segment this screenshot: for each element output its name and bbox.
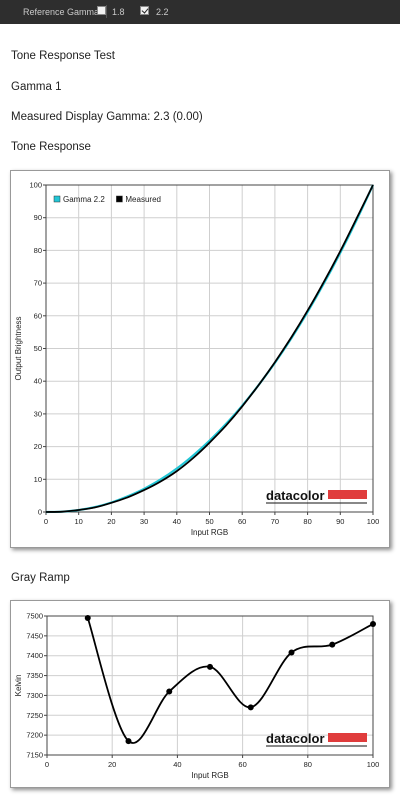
x-tick-label: 20 [107,517,115,526]
y-tick-label: 7350 [26,671,43,680]
datacolor-logo-bar [328,490,367,499]
gamma-1-8-label[interactable]: 1.8 [112,7,125,17]
datacolor-logo-bar [328,733,367,742]
data-point [166,688,173,695]
reference-gamma-label: Reference Gamma: [23,7,102,17]
y-tick-label: 10 [34,475,42,484]
data-point [288,649,295,656]
legend-swatch-1 [53,195,61,203]
series-line-2 [45,184,374,513]
gamma-name: Gamma 1 [11,81,62,93]
y-tick-label: 50 [34,344,42,353]
x-tick-label: 40 [173,760,181,769]
x-tick-label: 100 [367,760,380,769]
datacolor-logo: datacolor [266,731,325,746]
x-tick-label: 0 [44,517,48,526]
tone-response-heading: Tone Response [11,141,91,153]
x-tick-label: 80 [303,517,311,526]
y-tick-label: 90 [34,213,42,222]
x-tick-label: 0 [45,760,49,769]
y-tick-label: 60 [34,311,42,320]
y-tick-label: 80 [34,246,42,255]
x-tick-label: 10 [75,517,83,526]
test-title: Tone Response Test [11,50,115,62]
series-line-1 [86,617,374,744]
y-axis-label: Kelvin [14,675,23,697]
gray-ramp-chart: 0 20 40 60 80 100 7150 7200 7250 7300 7350 7400 7450… [14,612,380,781]
x-tick-label: 30 [140,517,148,526]
gamma-2-2-label[interactable]: 2.2 [156,7,169,17]
data-point [329,641,336,648]
y-tick-label: 20 [34,442,42,451]
x-tick-label: 90 [336,517,344,526]
y-tick-label: 7500 [26,612,43,621]
gray-ramp-panel: 0 20 40 60 80 100 7150 7200 7250 7300 7350 7400 7450… [10,600,390,788]
y-tick-label: 0 [38,508,42,517]
x-tick-label: 70 [271,517,279,526]
data-point [207,663,213,670]
gray-ramp-heading: Gray Ramp [11,572,70,584]
x-tick-label: 40 [173,517,181,526]
x-tick-label: 80 [304,760,312,769]
y-tick-label: 40 [34,377,42,386]
y-tick-label: 7400 [26,651,43,660]
tone-response-panel: 0 10 20 30 40 50 60 70 80 90 100 0 10 20 30 40 50 60 70 80 9… [10,170,390,548]
measured-gamma-text: Measured Display Gamma: 2.3 (0.00) [11,111,203,123]
legend-swatch-2 [116,195,123,203]
x-axis-label: Input RGB [191,771,228,780]
legend-label-2: Measured [125,195,161,204]
x-axis-label: Input RGB [191,528,228,537]
data-point [370,620,376,627]
data-point [84,614,91,621]
toolbar-divider [106,5,107,18]
y-axis-label: Output Brightness [14,316,23,380]
plot-frame [46,615,374,756]
data-point [247,704,254,711]
legend-label-1: Gamma 2.2 [63,195,105,204]
x-tick-label: 60 [238,517,246,526]
y-tick-label: 7450 [26,631,43,640]
x-tick-label: 50 [205,517,213,526]
x-tick-label: 100 [367,517,380,526]
y-tick-label: 7250 [26,711,43,720]
y-tick-label: 30 [34,409,42,418]
y-tick-label: 100 [29,181,42,190]
y-tick-label: 7200 [26,731,43,740]
tone-response-chart: 0 10 20 30 40 50 60 70 80 90 100 0 10 20 30 40 50 60 70 80 9… [14,181,380,538]
gamma-1-8-checkbox[interactable] [97,6,106,15]
y-tick-label: 7300 [26,691,43,700]
x-tick-label: 60 [238,760,246,769]
data-point [125,738,132,745]
y-tick-label: 7150 [26,751,43,760]
y-tick-label: 70 [34,279,42,288]
x-tick-label: 20 [108,760,116,769]
toolbar: Reference Gamma: 1.8 2.2 [0,0,400,24]
gamma-2-2-checkbox[interactable] [140,6,149,15]
datacolor-logo: datacolor [266,488,325,503]
